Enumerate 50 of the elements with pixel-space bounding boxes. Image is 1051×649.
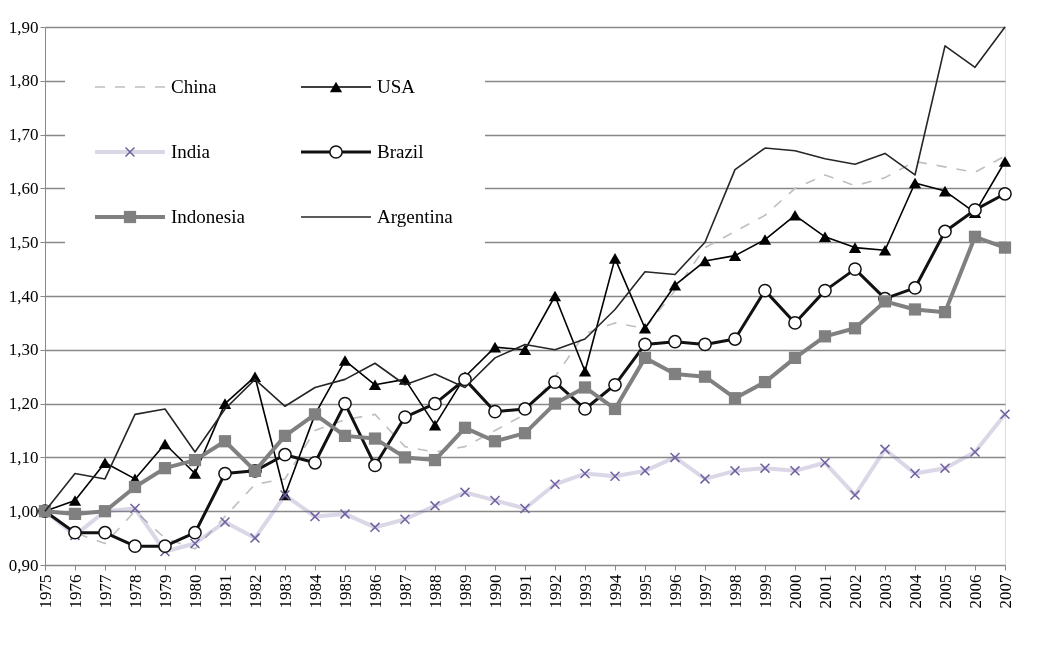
legend-label: China [171,76,217,97]
x-tick-label: 1986 [365,574,385,609]
x-tick-label: 2005 [935,574,955,609]
legend-label: Indonesia [171,206,246,227]
y-tick-label: 1,90 [8,17,39,37]
y-tick-label: 1,70 [8,125,39,145]
x-tick-label: 1987 [395,574,415,609]
x-tick-label: 1993 [575,574,595,609]
y-tick-label: 0,90 [8,555,39,575]
x-tick-label: 1982 [245,574,265,609]
x-tick-label: 1979 [155,574,175,609]
legend-label: USA [377,76,416,97]
x-tick-label: 1998 [725,574,745,609]
y-tick-label: 1,00 [8,501,39,521]
y-tick-label: 1,20 [8,394,39,414]
y-tick-label: 1,10 [8,447,39,467]
y-tick-label: 1,50 [8,232,39,252]
x-tick-label: 2001 [815,574,835,609]
legend-label: India [171,141,211,162]
x-tick-label: 1992 [545,574,565,609]
x-tick-label: 1990 [485,574,505,609]
x-tick-label: 1983 [275,574,295,609]
x-tick-label: 1997 [695,574,715,609]
x-tick-label: 2003 [875,574,895,609]
x-tick-label: 1980 [185,574,205,609]
x-tick-label: 1989 [455,574,475,609]
x-tick-label: 1985 [335,574,355,609]
x-tick-label: 2004 [905,574,925,609]
x-tick-label: 1999 [755,574,775,609]
y-tick-label: 1,30 [8,340,39,360]
x-tick-label: 1994 [605,574,625,609]
x-tick-label: 2000 [785,574,805,609]
x-tick-label: 1988 [425,574,445,609]
x-tick-label: 1978 [125,574,145,609]
x-tick-label: 1981 [215,574,235,609]
x-tick-label: 2007 [995,574,1015,609]
x-tick-label: 2006 [965,574,985,609]
x-tick-label: 2002 [845,574,865,609]
x-tick-label: 1995 [635,574,655,609]
x-tick-label: 1977 [95,574,115,609]
legend-label: Brazil [377,141,424,162]
y-tick-label: 1,40 [8,286,39,306]
y-tick-label: 1,60 [8,178,39,198]
x-tick-label: 1976 [65,574,85,609]
x-tick-label: 1975 [35,574,55,609]
legend-label: Argentina [377,206,454,227]
y-tick-label: 1,80 [8,71,39,91]
x-tick-label: 1984 [305,574,325,609]
x-tick-label: 1991 [515,574,535,609]
x-tick-label: 1996 [665,574,685,609]
